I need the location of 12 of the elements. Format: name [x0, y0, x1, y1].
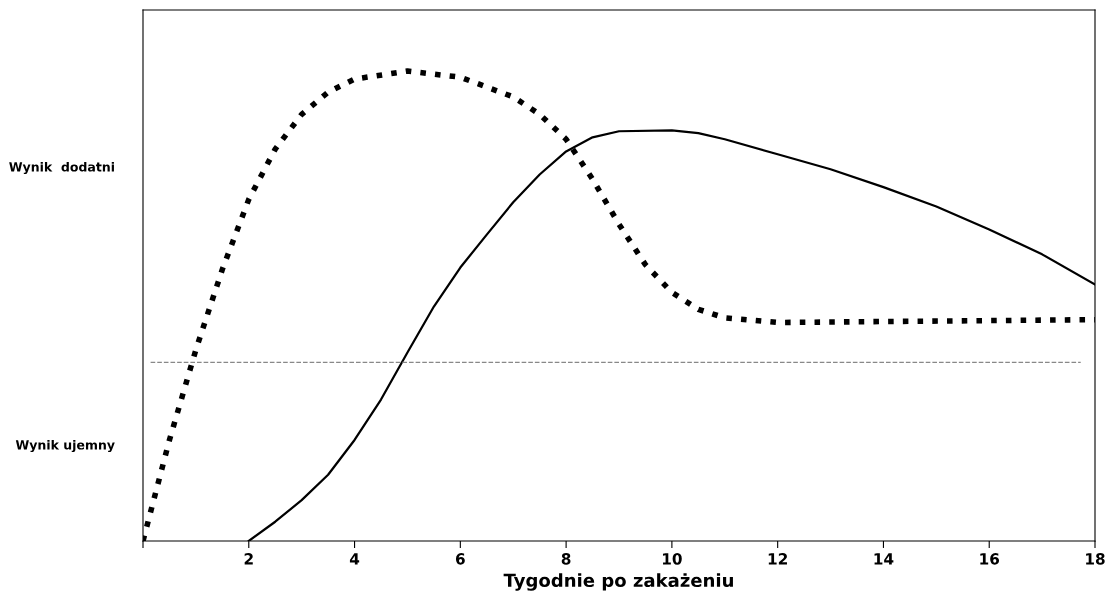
- x-tick-label: 2: [244, 553, 253, 565]
- text: Wynik ujemny: [15, 439, 115, 453]
- x-tick-label: 10: [662, 553, 682, 565]
- x-tick-label: 14: [874, 553, 894, 565]
- x-axis-title: Tygodnie po zakażeniu: [503, 573, 733, 591]
- x-tick-label: 18: [1086, 553, 1105, 565]
- x-tick-label: 8: [561, 553, 571, 565]
- text: Wynik dodatni: [9, 161, 114, 175]
- x-tick-label: 6: [455, 553, 465, 565]
- x-tick-label: 16: [980, 553, 1000, 565]
- x-tick-label: 4: [349, 553, 360, 565]
- x-tick-label: 12: [768, 553, 787, 565]
